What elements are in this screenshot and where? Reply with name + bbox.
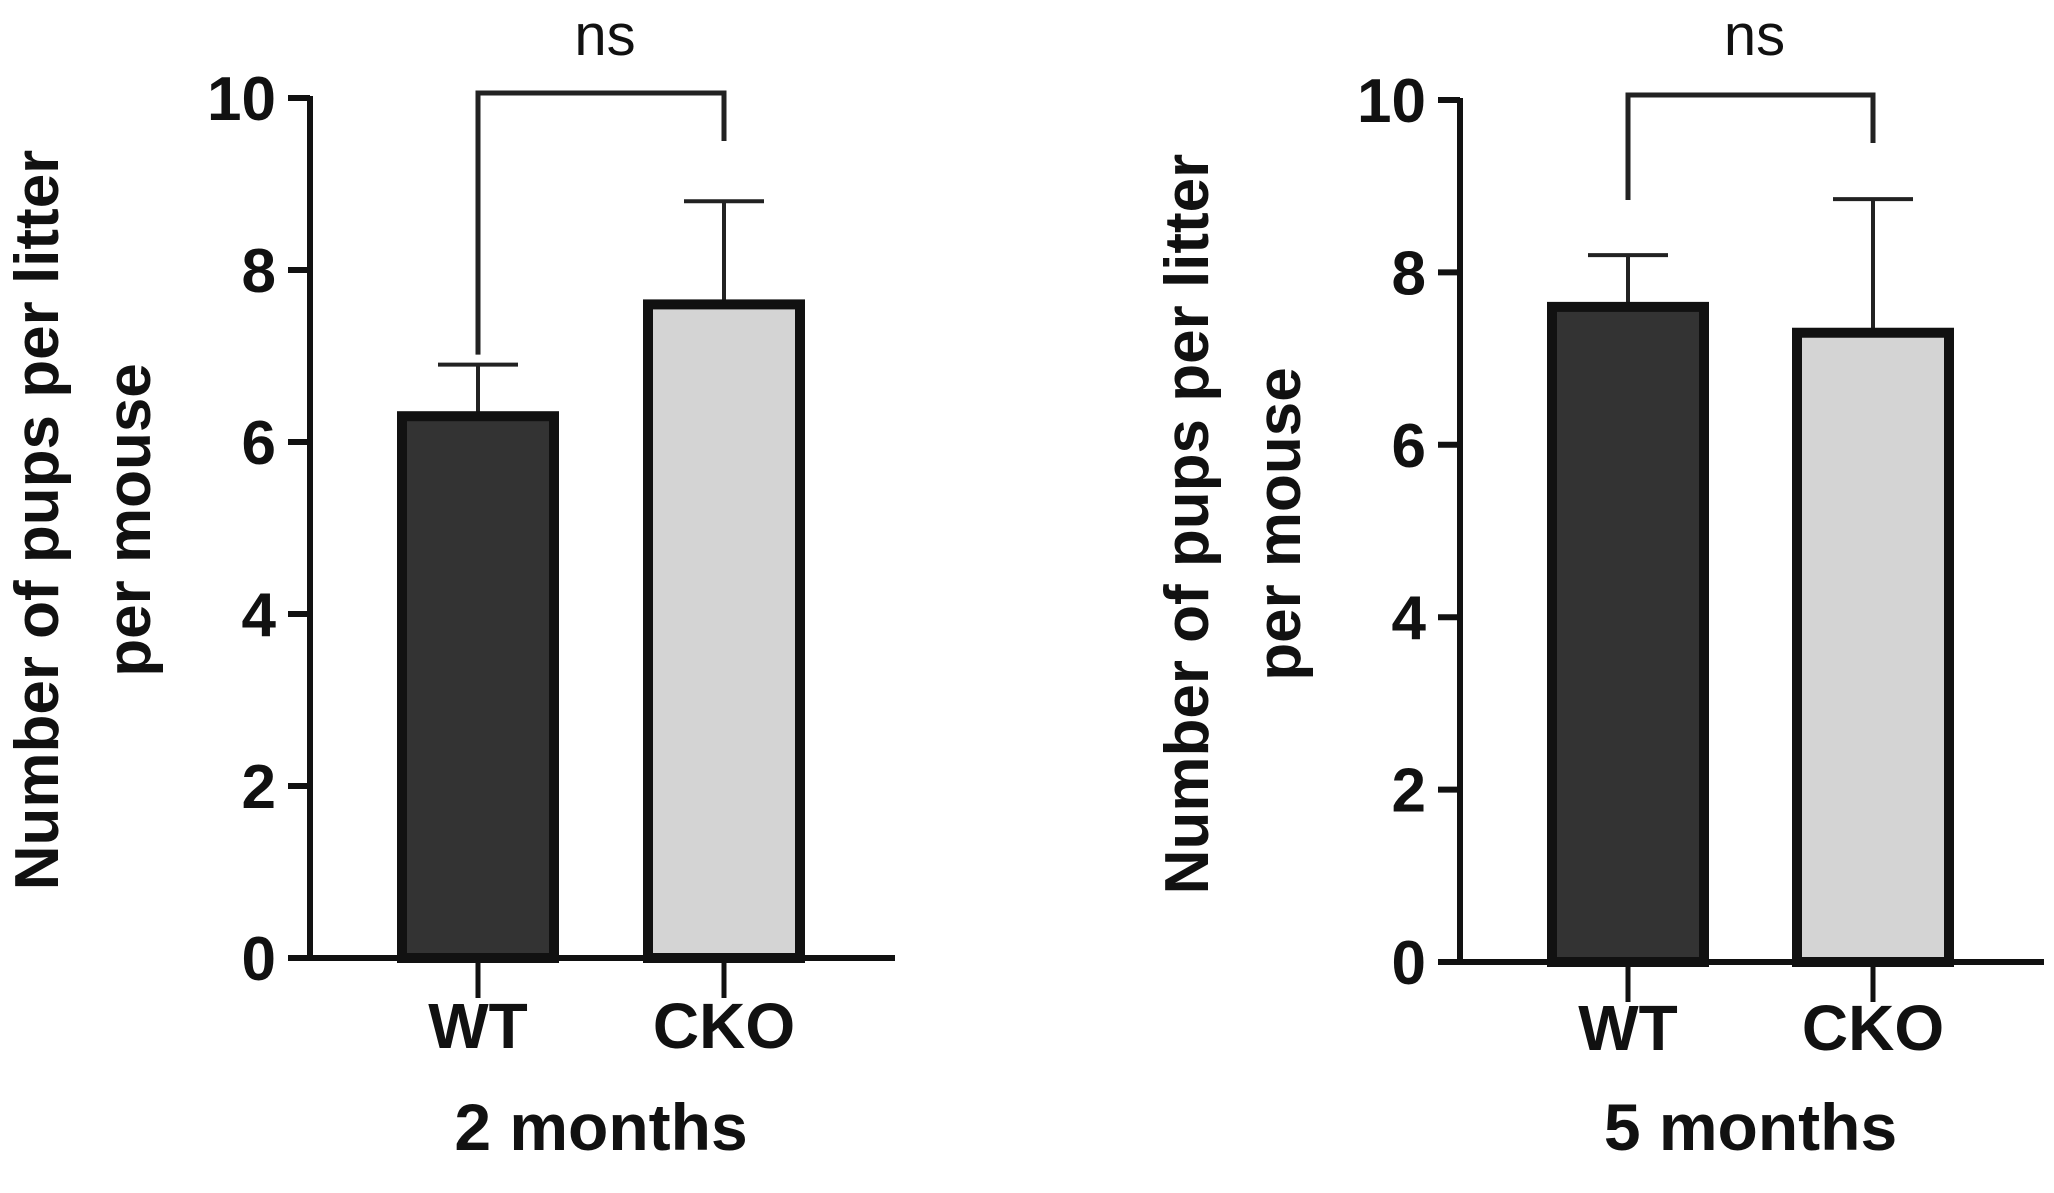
- y-tick-label: 4: [1392, 584, 1427, 653]
- y-tick-label: 4: [242, 581, 277, 650]
- chart-panel-2-months: 0 2 4 6 8 10 WT CKO ns Number of pups per litter p…: [3, 3, 895, 1164]
- y-tick-label: 8: [242, 237, 276, 306]
- y-tick-label: 6: [1392, 412, 1426, 481]
- significance-bracket: [475, 90, 727, 355]
- x-category-label: WT: [428, 990, 528, 1062]
- x-category-label: CKO: [653, 990, 795, 1062]
- chart-panel-5-months: 0 2 4 6 8 10 WT CKO ns Number of pups per litter p…: [1153, 3, 2044, 1164]
- bar-cko: [1792, 327, 1954, 967]
- y-tick-label: 8: [1392, 239, 1426, 308]
- y-axis-title-line-2: per mouse: [95, 363, 164, 677]
- bar-cko: [643, 299, 805, 963]
- y-axis-title-line-2: per mouse: [1245, 367, 1314, 681]
- y-tick-label: 10: [1357, 67, 1426, 136]
- x-category-label: WT: [1578, 992, 1678, 1064]
- panel-title: 5 months: [1604, 1090, 1897, 1164]
- y-tick-label: 2: [1392, 757, 1426, 826]
- x-category-label: CKO: [1802, 992, 1944, 1064]
- y-axis-title-line-1: Number of pups per litter: [3, 150, 72, 891]
- y-tick-label: 0: [1392, 929, 1426, 998]
- y-tick-label: 6: [242, 409, 276, 478]
- significance-label: ns: [574, 3, 635, 68]
- y-tick-label: 10: [207, 65, 276, 134]
- y-axis-title-line-1: Number of pups per litter: [1153, 154, 1222, 895]
- significance-bracket: [1625, 92, 1876, 200]
- significance-label: ns: [1724, 3, 1785, 68]
- panel-title: 2 months: [454, 1090, 747, 1164]
- bar-wt: [397, 411, 559, 963]
- y-tick-label: 2: [242, 753, 276, 822]
- y-tick-label: 0: [242, 925, 276, 994]
- bar-wt: [1547, 301, 1709, 967]
